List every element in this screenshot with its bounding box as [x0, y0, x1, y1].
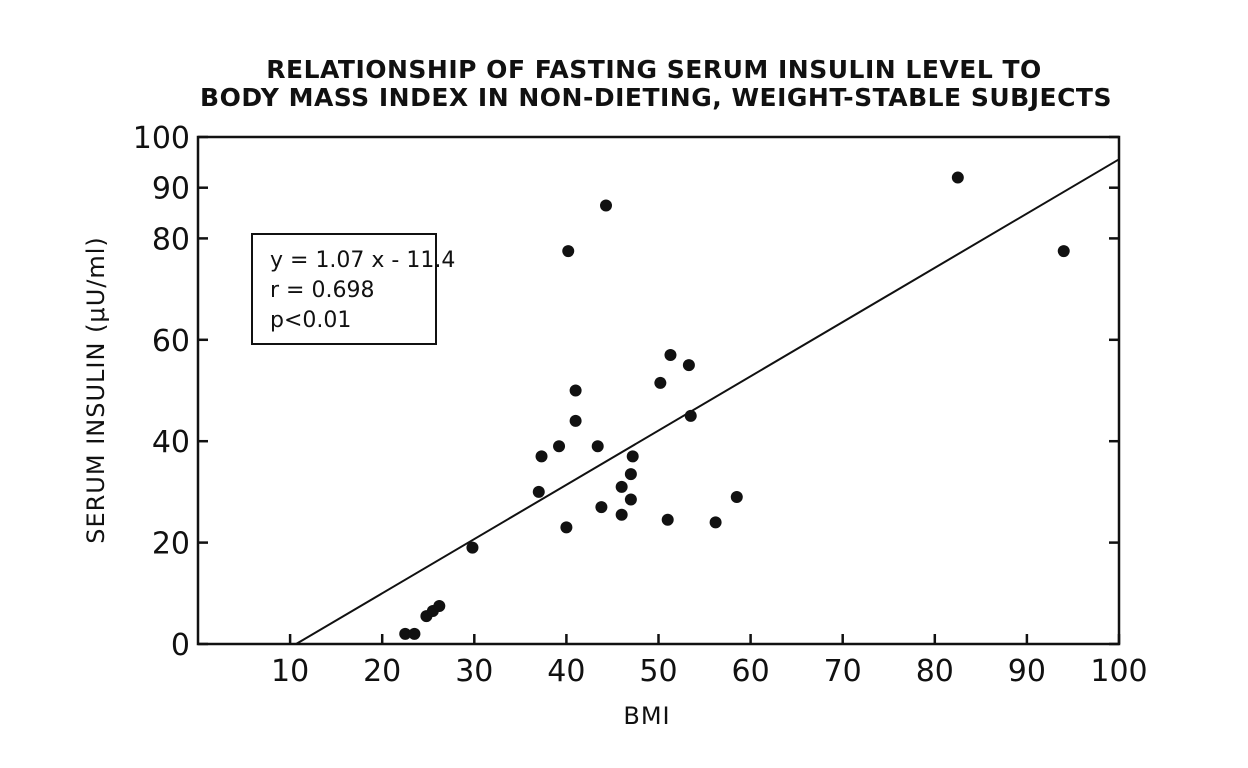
data-point — [654, 376, 667, 389]
x-tick-label: 20 — [363, 654, 401, 689]
data-points — [399, 171, 1070, 640]
data-point — [591, 440, 604, 453]
x-tick-label: 30 — [455, 654, 493, 689]
y-tick-label: 60 — [152, 324, 190, 359]
data-point — [709, 516, 722, 529]
x-tick-label: 90 — [1008, 654, 1046, 689]
y-tick-label: 80 — [152, 222, 190, 257]
plot-frame — [196, 135, 1121, 646]
data-point — [535, 450, 548, 463]
data-point — [569, 384, 582, 397]
regression-line — [295, 158, 1120, 645]
x-tick-label: 50 — [639, 654, 677, 689]
data-point — [615, 508, 628, 521]
annotation-r: r = 0.698 — [270, 278, 374, 303]
y-tick-label: 20 — [152, 527, 190, 562]
stats-annotation: y = 1.07 x - 11.4 r = 0.698 p<0.01 — [251, 233, 455, 345]
y-tick-label: 0 — [171, 628, 190, 663]
stats-annotation-box — [251, 233, 437, 345]
chart-title-line-1: RELATIONSHIP OF FASTING SERUM INSULIN LE… — [266, 55, 1042, 84]
y-axis-ticks: 0 20 40 60 80 90 100 — [133, 121, 1119, 663]
data-point — [684, 409, 697, 422]
x-tick-label: 60 — [732, 654, 770, 689]
data-point — [624, 493, 637, 506]
x-axis-ticks: 10 20 30 40 50 60 70 80 90 100 — [271, 634, 1148, 689]
y-tick-label: 100 — [133, 121, 190, 156]
x-axis-label: BMI — [623, 702, 670, 730]
data-point — [466, 541, 479, 554]
data-point — [682, 359, 695, 372]
data-point — [661, 513, 674, 526]
data-point — [664, 349, 677, 362]
y-tick-label: 90 — [152, 172, 190, 207]
annotation-equation: y = 1.07 x - 11.4 — [270, 248, 455, 273]
x-tick-label: 10 — [271, 654, 309, 689]
data-point — [624, 468, 637, 481]
data-point — [569, 414, 582, 427]
regression-line-group — [295, 158, 1120, 645]
x-tick-label: 100 — [1090, 654, 1147, 689]
data-point — [399, 627, 412, 640]
x-tick-label: 40 — [547, 654, 585, 689]
data-point — [626, 450, 639, 463]
data-point — [562, 245, 575, 258]
data-point — [532, 485, 545, 498]
data-point — [600, 199, 613, 212]
data-point — [951, 171, 964, 184]
data-point — [553, 440, 566, 453]
y-tick-label: 40 — [152, 425, 190, 460]
data-point — [615, 480, 628, 493]
data-point — [595, 501, 608, 514]
data-point — [1057, 245, 1070, 258]
x-tick-label: 80 — [916, 654, 954, 689]
x-tick-label: 70 — [824, 654, 862, 689]
data-point — [730, 490, 743, 503]
chart-title-line-2: BODY MASS INDEX IN NON-DIETING, WEIGHT-S… — [200, 83, 1112, 112]
y-axis-label: SERUM INSULIN (μU/ml) — [82, 236, 110, 544]
data-point — [560, 521, 573, 534]
annotation-p: p<0.01 — [270, 308, 351, 333]
data-point — [408, 627, 421, 640]
data-point — [433, 599, 446, 612]
